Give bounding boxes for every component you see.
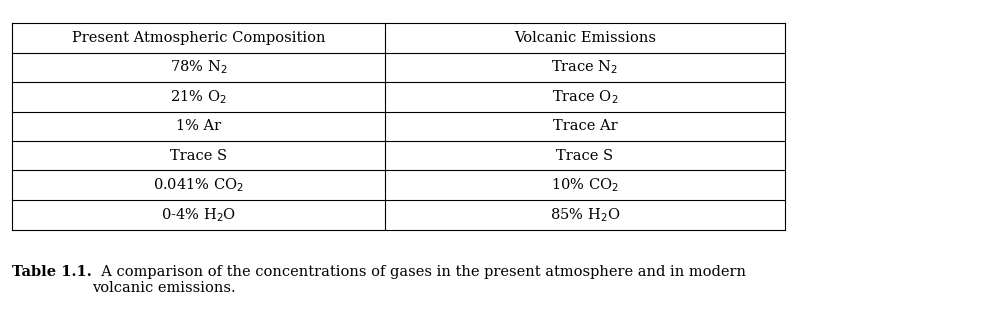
Text: 21% O$_2$: 21% O$_2$: [170, 88, 227, 106]
Text: Present Atmospheric Composition: Present Atmospheric Composition: [72, 31, 326, 45]
Text: 1% Ar: 1% Ar: [176, 119, 221, 133]
Text: Trace O$_2$: Trace O$_2$: [551, 88, 618, 106]
Text: 0.041% CO$_2$: 0.041% CO$_2$: [153, 176, 244, 194]
Text: Trace N$_2$: Trace N$_2$: [551, 58, 618, 76]
Text: 10% CO$_2$: 10% CO$_2$: [551, 176, 619, 194]
Text: Trace S: Trace S: [556, 149, 613, 163]
Text: 78% N$_2$: 78% N$_2$: [170, 58, 227, 76]
Text: Trace Ar: Trace Ar: [552, 119, 617, 133]
Text: 0-4% H$_2$O: 0-4% H$_2$O: [161, 206, 236, 223]
Text: A comparison of the concentrations of gases in the present atmosphere and in mod: A comparison of the concentrations of ga…: [92, 265, 745, 295]
Text: Table 1.1.: Table 1.1.: [12, 265, 92, 279]
Text: 85% H$_2$O: 85% H$_2$O: [549, 206, 620, 223]
Text: Volcanic Emissions: Volcanic Emissions: [514, 31, 656, 45]
Text: Trace S: Trace S: [170, 149, 227, 163]
